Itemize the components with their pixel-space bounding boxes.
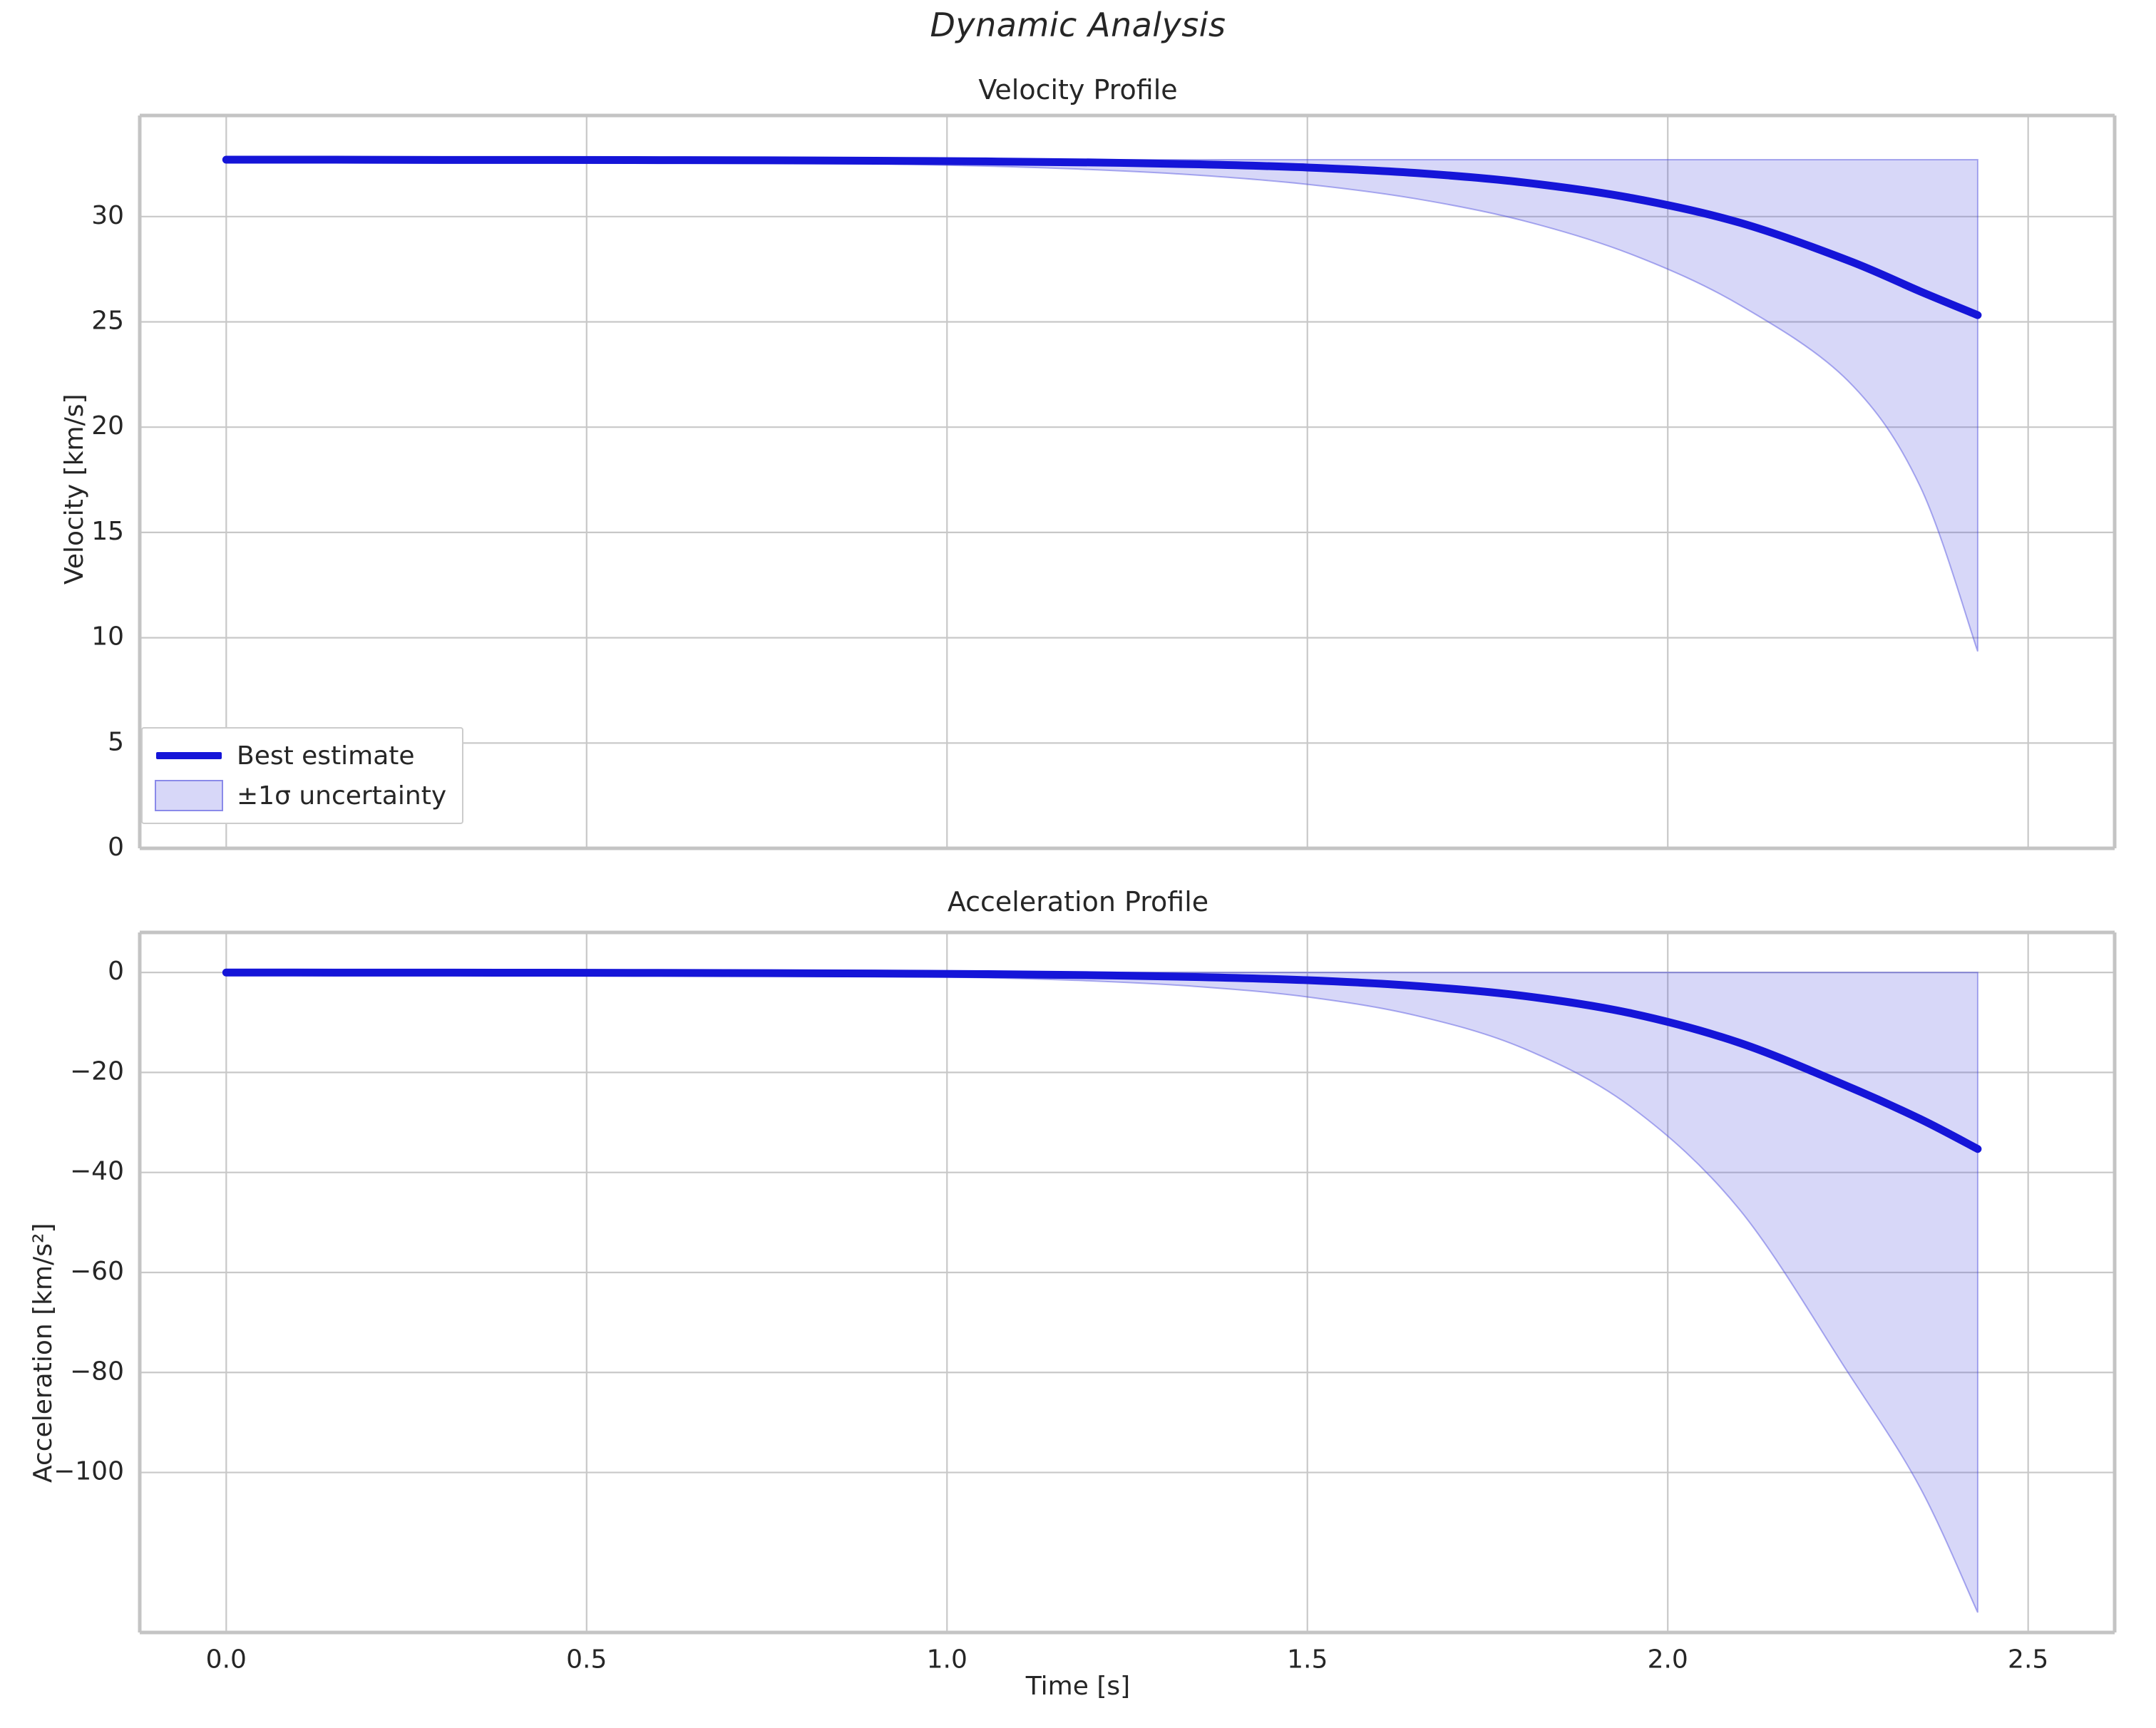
x-tick-label: 1.0 bbox=[927, 1645, 967, 1675]
y-tick-label: 20 bbox=[91, 411, 124, 441]
y-tick-label: 25 bbox=[91, 306, 124, 335]
x-tick-label: 2.0 bbox=[1648, 1645, 1688, 1675]
best-estimate-line bbox=[222, 155, 1982, 319]
x-tick-label: 0.5 bbox=[566, 1645, 607, 1675]
y-tick-label: −80 bbox=[70, 1357, 124, 1386]
figure-suptitle: Dynamic Analysis bbox=[930, 6, 1226, 44]
y-tick-label: 5 bbox=[108, 727, 124, 756]
legend-label-mean: Best estimate bbox=[237, 741, 415, 771]
x-tick-label: 1.5 bbox=[1287, 1645, 1328, 1675]
y-tick-label: 15 bbox=[91, 517, 124, 546]
acceleration-plot-svg: 0 −20 −40 −60 −80 −100 0.0 0.5 1.0 1.5 2.0 2.5 bbox=[53, 930, 2117, 1675]
velocity-legend: Best estimate ±1σ uncertainty bbox=[141, 727, 464, 824]
y-tick-label: 10 bbox=[91, 622, 124, 652]
x-axis-label: Time [s] bbox=[1025, 1672, 1131, 1701]
y-tick-label: −100 bbox=[53, 1457, 124, 1486]
y-tick-label: 0 bbox=[108, 957, 124, 986]
velocity-subplot-title: Velocity Profile bbox=[978, 74, 1178, 106]
acceleration-y-axis-label: Acceleration [km/s²] bbox=[29, 1223, 58, 1483]
legend-row-band: ±1σ uncertainty bbox=[153, 776, 446, 816]
acceleration-subplot-title: Acceleration Profile bbox=[947, 886, 1209, 917]
y-tick-label: −40 bbox=[70, 1157, 124, 1186]
y-tick-label: 30 bbox=[91, 201, 124, 230]
best-estimate-line bbox=[222, 968, 1982, 1153]
velocity-y-axis-label: Velocity [km/s] bbox=[60, 394, 89, 585]
legend-line-swatch-icon bbox=[153, 752, 225, 759]
y-tick-label: −60 bbox=[70, 1257, 124, 1286]
legend-label-band: ±1σ uncertainty bbox=[237, 781, 447, 811]
legend-row-mean: Best estimate bbox=[153, 736, 446, 776]
velocity-plot-svg: 0 5 10 15 20 25 30 bbox=[91, 113, 2117, 862]
x-tick-label: 0.0 bbox=[206, 1645, 247, 1675]
y-tick-label: −20 bbox=[70, 1056, 124, 1086]
acceleration-plot-panel: 0 −20 −40 −60 −80 −100 0.0 0.5 1.0 1.5 2.0 2.5 bbox=[0, 920, 2156, 1728]
x-tick-label: 2.5 bbox=[2008, 1645, 2048, 1675]
legend-patch-swatch-icon bbox=[153, 780, 225, 811]
velocity-plot-panel: 0 5 10 15 20 25 30 bbox=[0, 107, 2156, 863]
y-tick-label: 0 bbox=[108, 833, 124, 862]
